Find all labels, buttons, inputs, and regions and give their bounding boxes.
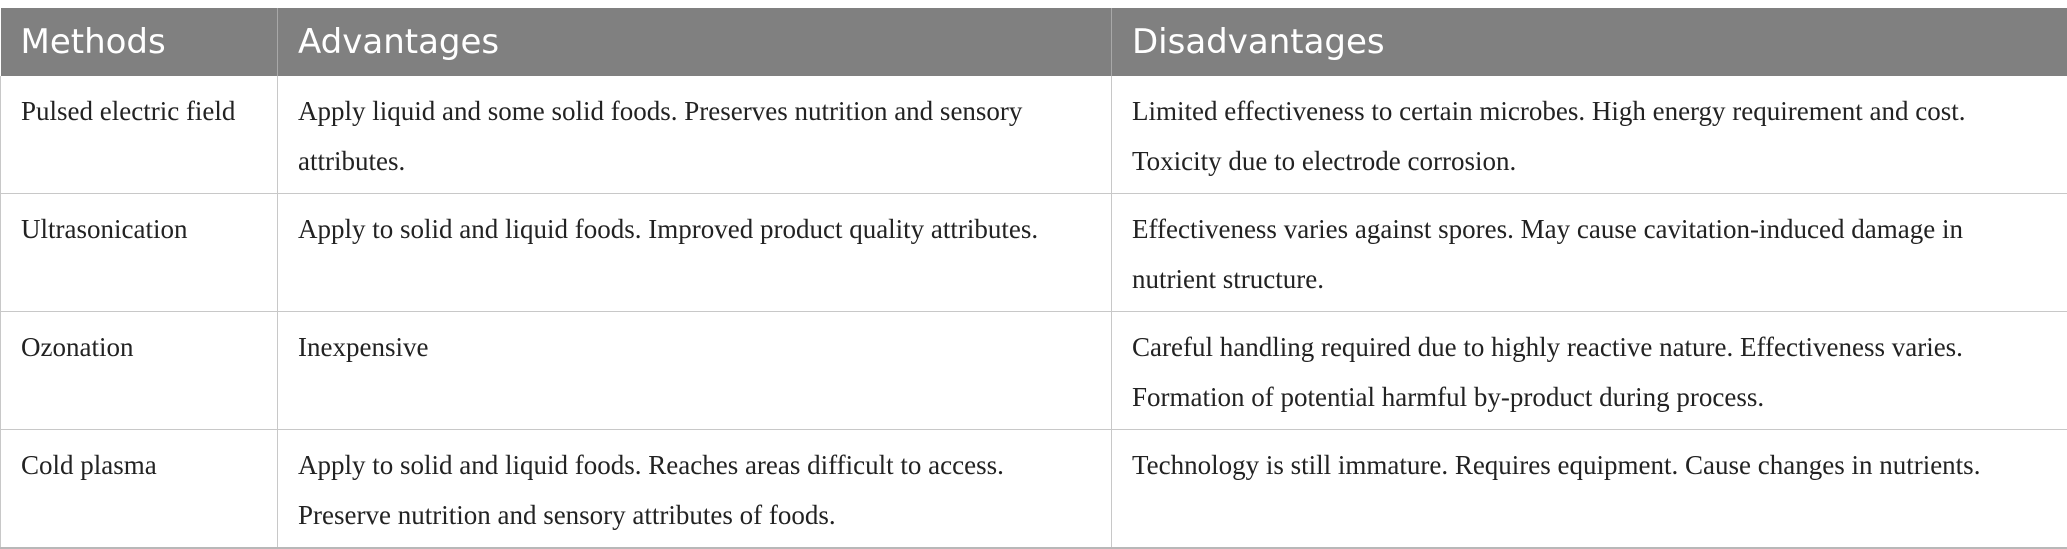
disadvantages-cell: Effectiveness varies against spores. May… xyxy=(1112,194,2067,312)
method-cell: Ultrasonication xyxy=(1,194,278,312)
advantages-cell: Inexpensive xyxy=(278,312,1112,430)
comparison-table: Methods Advantages Disadvantages Pulsed … xyxy=(0,8,2067,549)
advantages-cell: Apply liquid and some solid foods. Prese… xyxy=(278,76,1112,194)
disadvantages-cell: Careful handling required due to highly … xyxy=(1112,312,2067,430)
table-body: Pulsed electric field Apply liquid and s… xyxy=(1,76,2067,548)
disadvantages-cell: Limited effectiveness to certain microbe… xyxy=(1112,76,2067,194)
table-row: Ultrasonication Apply to solid and liqui… xyxy=(1,194,2067,312)
advantages-cell: Apply to solid and liquid foods. Reaches… xyxy=(278,430,1112,549)
header-row: Methods Advantages Disadvantages xyxy=(1,8,2067,76)
header-advantages: Advantages xyxy=(278,8,1112,76)
disadvantages-cell: Technology is still immature. Requires e… xyxy=(1112,430,2067,549)
table-row: Cold plasma Apply to solid and liquid fo… xyxy=(1,430,2067,549)
header-methods: Methods xyxy=(1,8,278,76)
header-disadvantages: Disadvantages xyxy=(1112,8,2067,76)
method-cell: Pulsed electric field xyxy=(1,76,278,194)
table-row: Pulsed electric field Apply liquid and s… xyxy=(1,76,2067,194)
method-cell: Cold plasma xyxy=(1,430,278,549)
method-cell: Ozonation xyxy=(1,312,278,430)
table-row: Ozonation Inexpensive Careful handling r… xyxy=(1,312,2067,430)
comparison-table-container: Methods Advantages Disadvantages Pulsed … xyxy=(0,8,2067,549)
advantages-cell: Apply to solid and liquid foods. Improve… xyxy=(278,194,1112,312)
table-header: Methods Advantages Disadvantages xyxy=(1,8,2067,76)
